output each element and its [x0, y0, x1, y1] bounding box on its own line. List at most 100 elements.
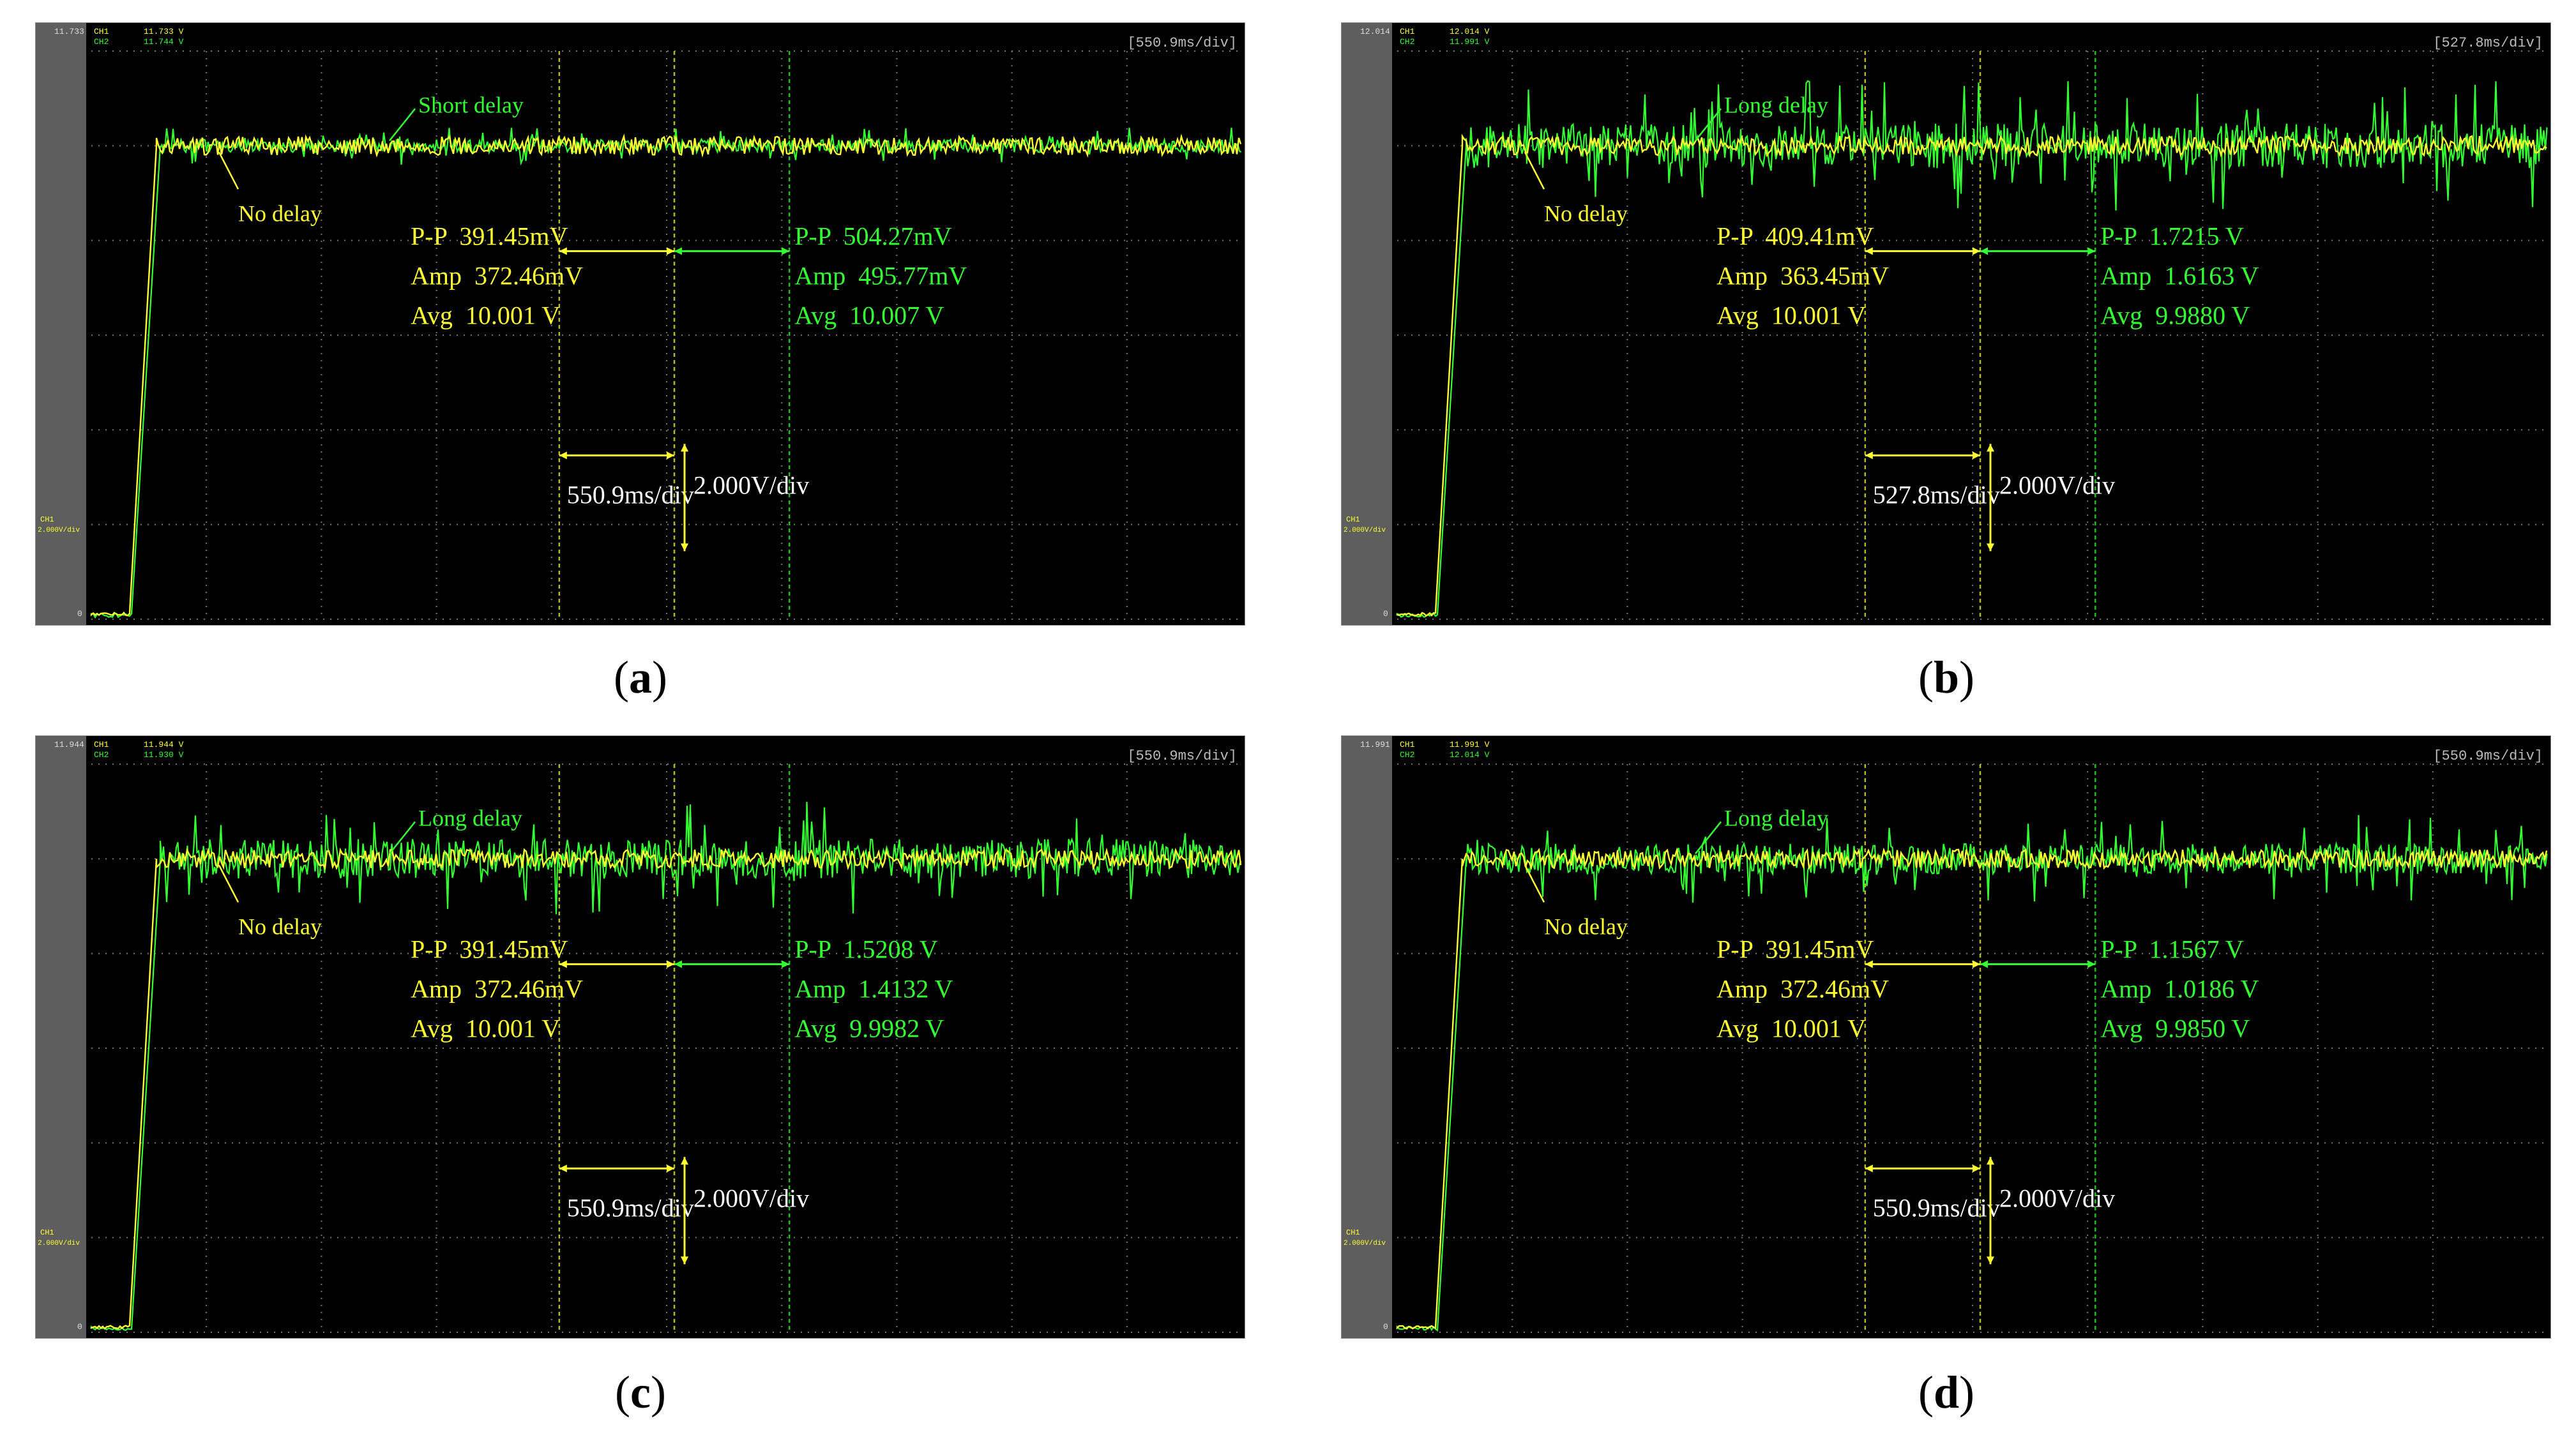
top-voltage-label: 11.733 — [54, 27, 84, 36]
time-div-arrowhead-left — [559, 451, 567, 460]
zero-label: 0 — [77, 1322, 82, 1332]
meas-yellow-line: P-P 391.45mV — [1716, 935, 1874, 963]
ch-marker: CH1 — [40, 515, 54, 524]
ch1-readout: 11.733 V — [144, 27, 184, 36]
panel-d: 11.991 CH1 CH2 11.991 V 12.014 V [550.9ms/div… — [1341, 735, 2551, 1339]
ch1-label: CH1 — [94, 27, 109, 36]
meas-yellow-line: Amp 372.46mV — [411, 261, 583, 290]
timebase-label: [550.9ms/div] — [1127, 748, 1237, 764]
yellow-arrowhead-right — [667, 960, 674, 968]
delay-label-pointer — [1695, 108, 1722, 142]
no-delay-label: No delay — [238, 200, 322, 226]
ch2-label: CH2 — [94, 37, 109, 47]
meas-yellow-line: P-P 409.41mV — [1716, 222, 1874, 250]
ch2-readout: 12.014 V — [1450, 750, 1490, 760]
time-div-arrowhead-right — [667, 1164, 674, 1173]
meas-green-line: Avg 10.007 V — [794, 301, 944, 329]
meas-yellow-line: Amp 363.45mV — [1716, 261, 1889, 290]
volt-div-label: 2.000V/div — [693, 1184, 809, 1212]
ch2-label: CH2 — [94, 750, 109, 760]
caption-a: (a) — [614, 652, 667, 703]
volt-div-label: 2.000V/div — [1999, 470, 2115, 499]
no-delay-label: No delay — [238, 914, 322, 939]
ch1-readout: 11.991 V — [1450, 740, 1490, 749]
meas-yellow-line: Amp 372.46mV — [1716, 974, 1889, 1003]
delay-label-pointer — [389, 821, 416, 855]
ch-marker: CH1 — [1346, 515, 1360, 524]
time-div-arrowhead-left — [559, 1164, 567, 1173]
meas-yellow-line: Amp 372.46mV — [411, 974, 583, 1003]
yellow-arrowhead-right — [667, 247, 674, 255]
time-div-arrowhead-left — [1865, 451, 1873, 460]
meas-yellow-line: Avg 10.001 V — [1716, 301, 1866, 329]
meas-green-line: Amp 495.77mV — [794, 261, 967, 290]
green-arrowhead-left — [674, 960, 682, 968]
trace-no-delay — [90, 847, 1242, 1330]
no-delay-pointer — [218, 151, 239, 190]
scope-background — [35, 735, 1245, 1339]
time-div-arrowhead-right — [667, 451, 674, 460]
volt-div-arrowhead-bottom — [681, 1256, 688, 1265]
ch-marker: CH1 — [1346, 1228, 1360, 1237]
ch2-readout: 11.930 V — [144, 750, 184, 760]
volt-div-arrowhead-top — [681, 444, 688, 452]
time-div-label: 527.8ms/div — [1873, 480, 2000, 509]
volt-div-label: 2.000V/div — [1999, 1184, 2115, 1212]
time-div-arrowhead-left — [1865, 1164, 1873, 1173]
trace-no-delay — [1396, 847, 2548, 1330]
ch1-label: CH1 — [1400, 740, 1415, 749]
meas-green-line: P-P 1.1567 V — [2100, 935, 2244, 963]
meas-yellow-line: Avg 10.001 V — [411, 301, 560, 329]
meas-green-line: Amp 1.4132 V — [794, 974, 953, 1003]
delay-label: Long delay — [1724, 805, 1828, 831]
green-arrowhead-left — [674, 247, 682, 255]
timebase-label: [527.8ms/div] — [2433, 35, 2543, 51]
scope-side-strip — [1341, 22, 1392, 626]
time-div-arrowhead-right — [1973, 451, 1980, 460]
ch2-label: CH2 — [1400, 750, 1414, 760]
top-voltage-label: 11.944 — [54, 740, 84, 749]
zero-label: 0 — [1383, 1322, 1388, 1332]
volt-div-arrowhead-top — [681, 1157, 688, 1165]
no-delay-pointer — [1524, 151, 1545, 190]
panel-b: 12.014 CH1 CH2 12.014 V 11.991 V [527.8ms/div… — [1341, 22, 2551, 626]
time-div-label: 550.9ms/div — [1873, 1193, 2000, 1222]
delay-label-pointer — [389, 108, 416, 142]
meas-green-line: Avg 9.9880 V — [2100, 301, 2250, 329]
trace-delay — [1396, 815, 2548, 1332]
trace-no-delay — [1396, 133, 2547, 617]
green-arrowhead-left — [1980, 247, 1988, 255]
meas-green-line: P-P 504.27mV — [794, 222, 951, 250]
volt-div-arrowhead-bottom — [1987, 1256, 1994, 1265]
vdiv-marker: 2.000V/div — [38, 527, 80, 534]
yellow-arrowhead-left — [1865, 960, 1873, 968]
ch2-readout: 11.991 V — [1450, 37, 1490, 47]
scope-side-strip — [35, 735, 86, 1339]
scope-side-strip — [35, 22, 86, 626]
trace-delay — [90, 128, 1242, 619]
yellow-arrowhead-right — [1973, 247, 1980, 255]
green-arrowhead-right — [782, 247, 790, 255]
delay-label: Long delay — [418, 805, 522, 831]
meas-yellow-line: Avg 10.001 V — [1716, 1014, 1866, 1042]
ch2-label: CH2 — [1400, 37, 1414, 47]
time-div-label: 550.9ms/div — [567, 1193, 694, 1222]
ch-marker: CH1 — [40, 1228, 54, 1237]
meas-green-line: Amp 1.6163 V — [2100, 261, 2259, 290]
meas-yellow-line: Avg 10.001 V — [411, 1014, 560, 1042]
green-arrowhead-left — [1980, 960, 1988, 968]
scope-background — [1341, 22, 2551, 626]
zero-label: 0 — [77, 609, 82, 619]
scope-side-strip — [1341, 735, 1392, 1339]
meas-green-line: Avg 9.9982 V — [794, 1014, 944, 1042]
yellow-arrowhead-left — [559, 247, 567, 255]
zero-label: 0 — [1383, 609, 1388, 619]
time-div-arrowhead-right — [1973, 1164, 1980, 1173]
vdiv-marker: 2.000V/div — [38, 1240, 80, 1247]
ch1-label: CH1 — [94, 740, 109, 749]
vdiv-marker: 2.000V/div — [1344, 527, 1386, 534]
volt-div-arrowhead-bottom — [1987, 543, 1994, 552]
